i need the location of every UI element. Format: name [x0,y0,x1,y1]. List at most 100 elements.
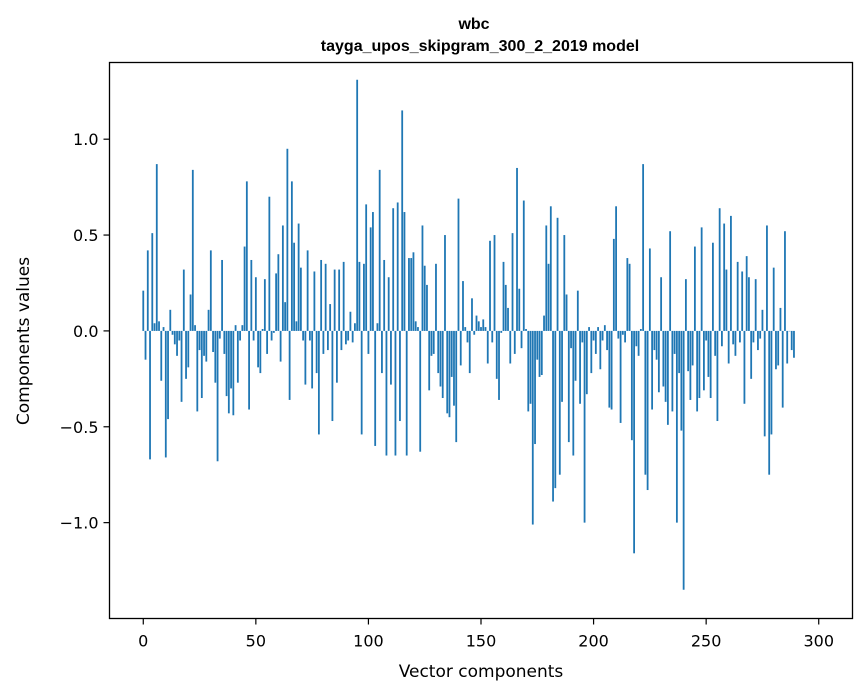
bar-135 [446,330,449,414]
bar-187 [563,235,566,331]
bar-32 [214,330,217,383]
bar-82 [327,330,329,351]
bar-34 [218,330,221,339]
bar-120 [412,252,415,331]
bar-124 [421,225,424,331]
bar-8 [160,330,163,381]
bar-165 [513,330,516,354]
bar-272 [754,279,757,331]
bar-266 [741,271,744,331]
bar-80 [322,330,325,354]
bar-122 [417,327,419,331]
bar-86 [336,330,338,383]
bar-193 [576,290,579,331]
bar-225 [648,248,651,331]
bar-166 [516,167,518,331]
bar-203 [599,330,602,370]
bar-96 [358,261,361,331]
bar-23 [194,325,196,331]
bar-265 [739,330,741,343]
bar-101 [369,227,372,331]
bar-89 [342,261,345,331]
bar-148 [475,315,478,331]
bar-12 [169,309,172,331]
bar-164 [511,233,514,331]
bar-201 [594,330,597,354]
bar-136 [448,330,451,418]
bar-232 [664,330,667,402]
bar-256 [718,208,721,331]
bar-245 [693,246,696,331]
bar-228 [655,330,658,360]
bar-92 [349,311,352,331]
bar-211 [617,330,620,339]
bar-212 [619,330,622,423]
bar-182 [552,330,554,502]
bar-277 [766,225,768,331]
bar-237 [675,330,678,523]
y-tick-label-2: 0.0 [73,322,98,341]
bar-142 [462,281,464,331]
bar-121 [414,321,417,331]
bar-261 [730,215,732,331]
bar-270 [750,330,753,379]
bar-116 [403,212,406,331]
bar-250 [705,330,708,341]
bar-216 [628,263,631,331]
bar-4 [151,233,154,331]
bar-47 [248,330,250,410]
bar-91 [347,330,350,341]
bar-141 [459,330,462,366]
bar-181 [549,206,552,331]
bar-209 [612,238,615,331]
bar-88 [340,330,343,351]
bar-131 [437,330,440,374]
bar-258 [723,223,726,331]
bar-93 [351,330,354,343]
bar-77 [315,330,318,374]
bar-262 [732,330,735,345]
bar-224 [646,330,649,491]
bar-254 [714,330,717,356]
bar-236 [673,330,676,354]
bar-168 [520,330,523,349]
bar-253 [712,242,714,331]
bar-173 [531,330,534,525]
bar-192 [574,330,577,381]
bar-252 [709,330,712,399]
bar-21 [189,294,192,331]
bar-25 [198,330,201,351]
bar-74 [308,330,311,341]
bar-66 [290,181,293,331]
bar-129 [432,330,435,354]
bar-114 [399,330,401,422]
bar-60 [277,254,280,331]
bar-167 [518,288,521,331]
bar-145 [468,330,471,374]
bar-257 [721,330,723,347]
bar-226 [651,330,654,410]
bar-151 [482,319,485,331]
bar-48 [250,259,253,331]
bar-51 [257,330,259,368]
bar-286 [786,330,789,364]
bar-223 [644,330,647,475]
bar-54 [263,279,266,331]
y-tick-label-0: −1.0 [60,514,99,533]
bar-37 [225,330,228,397]
bar-233 [666,330,669,425]
bar-17 [180,330,183,402]
bar-70 [299,267,302,331]
bar-171 [527,330,530,412]
bar-200 [592,330,595,341]
bar-163 [509,330,512,364]
bar-64 [286,148,289,331]
bar-2 [146,250,149,331]
bar-160 [502,261,505,331]
x-axis-label: Vector components [399,662,564,682]
bar-9 [162,327,165,331]
bar-289 [793,330,795,358]
bar-214 [624,330,626,343]
x-tick-label-250: 250 [691,632,722,651]
